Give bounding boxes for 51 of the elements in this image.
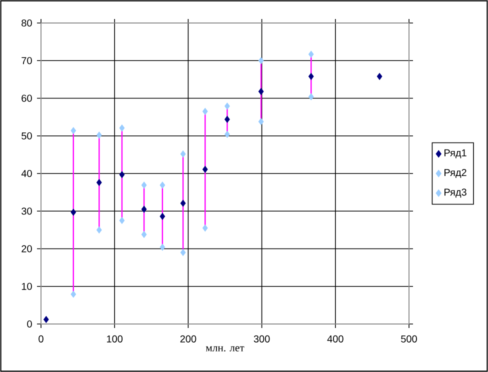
point <box>70 290 76 298</box>
point <box>308 72 314 80</box>
point <box>202 166 208 173</box>
point <box>160 182 166 189</box>
point <box>258 57 264 64</box>
y-tick-label: 80 <box>22 19 32 27</box>
y-tick-label: 50 <box>22 132 32 140</box>
point <box>202 108 208 115</box>
x-tick-label: 400 <box>327 335 344 342</box>
point <box>160 244 166 251</box>
point <box>160 212 166 220</box>
point <box>43 316 49 323</box>
point <box>224 116 230 123</box>
legend-label: Ряд2 <box>444 168 466 178</box>
y-tick-label: 40 <box>21 170 32 178</box>
x-tick-label: 0 <box>38 335 44 342</box>
point <box>224 130 230 138</box>
point <box>70 127 76 134</box>
y-tick-label: 60 <box>22 94 32 102</box>
point <box>70 208 76 216</box>
point <box>119 171 125 178</box>
x-tick-label: 200 <box>180 335 196 342</box>
point <box>141 182 147 189</box>
point <box>141 230 147 238</box>
point <box>180 200 186 207</box>
x-tick-label: 100 <box>107 335 123 342</box>
x-tick-label: 500 <box>401 335 417 342</box>
point <box>119 124 125 132</box>
point <box>258 118 264 126</box>
point <box>96 179 102 186</box>
point <box>202 224 208 232</box>
point <box>180 150 186 158</box>
point <box>119 217 125 224</box>
y-tick-label: 70 <box>22 57 32 64</box>
y-tick-label: 30 <box>22 208 32 215</box>
point <box>224 102 230 110</box>
point <box>96 226 102 234</box>
x-axis-title: млн. лет <box>206 346 244 352</box>
point <box>308 93 314 100</box>
legend-label: Ряд3 <box>444 188 466 198</box>
point <box>141 206 147 213</box>
point <box>376 72 382 80</box>
x-tick-label: 300 <box>254 335 270 342</box>
legend-label: Ряд1 <box>444 149 466 158</box>
y-tick-label: 0 <box>27 320 32 328</box>
y-tick-label: 20 <box>22 245 32 252</box>
point <box>308 50 314 58</box>
point <box>180 249 186 256</box>
y-tick-label: 10 <box>22 282 32 290</box>
point <box>258 88 264 95</box>
point <box>96 132 102 139</box>
